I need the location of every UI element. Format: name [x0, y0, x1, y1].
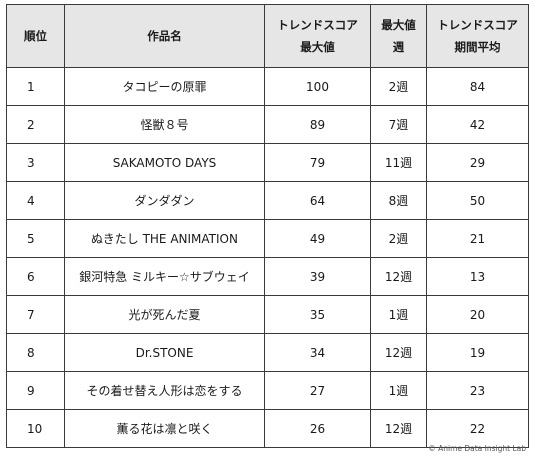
cell-title: Dr.STONE [64, 333, 265, 372]
cell-title: ダンダダン [64, 181, 265, 220]
cell-max-week: 12週 [370, 333, 427, 372]
cell-max-week: 12週 [370, 409, 427, 448]
header-avg-score-line1: トレンドスコア [437, 18, 518, 32]
cell-rank: 3 [6, 143, 65, 182]
cell-avg-score: 23 [426, 371, 529, 410]
cell-max-week: 1週 [370, 295, 427, 334]
cell-title: 薫る花は凛と咲く [64, 409, 265, 448]
cell-max-score: 100 [264, 67, 371, 106]
table-row: 8 Dr.STONE 34 12週 19 [6, 333, 529, 372]
cell-max-week: 11週 [370, 143, 427, 182]
cell-max-score: 27 [264, 371, 371, 410]
cell-avg-score: 13 [426, 257, 529, 296]
cell-avg-score: 84 [426, 67, 529, 106]
cell-rank: 5 [6, 219, 65, 258]
header-max-score: トレンドスコア 最大値 [264, 4, 371, 68]
cell-max-score: 89 [264, 105, 371, 144]
cell-max-score: 49 [264, 219, 371, 258]
header-max-score-line1: トレンドスコア [277, 18, 358, 32]
trend-score-ranking-table: 順位 作品名 トレンドスコア 最大値 最大値 週 トレンドスコア 期間平均 [6, 4, 529, 448]
cell-max-score: 64 [264, 181, 371, 220]
cell-rank: 7 [6, 295, 65, 334]
cell-max-week: 1週 [370, 371, 427, 410]
cell-max-week: 8週 [370, 181, 427, 220]
cell-avg-score: 29 [426, 143, 529, 182]
header-row: 順位 作品名 トレンドスコア 最大値 最大値 週 トレンドスコア 期間平均 [6, 4, 529, 68]
cell-title: その着せ替え人形は恋をする [64, 371, 265, 410]
cell-avg-score: 22 [426, 409, 529, 448]
header-max-week-line1: 最大値 [381, 18, 416, 32]
cell-max-score: 26 [264, 409, 371, 448]
cell-rank: 2 [6, 105, 65, 144]
cell-title: 怪獣８号 [64, 105, 265, 144]
table-row: 9 その着せ替え人形は恋をする 27 1週 23 [6, 371, 529, 410]
cell-max-week: 7週 [370, 105, 427, 144]
cell-avg-score: 19 [426, 333, 529, 372]
table-row: 4 ダンダダン 64 8週 50 [6, 181, 529, 220]
table-row: 5 ぬきたし THE ANIMATION 49 2週 21 [6, 219, 529, 258]
header-max-week-line2: 週 [392, 40, 405, 54]
table-row: 1 タコピーの原罪 100 2週 84 [6, 67, 529, 106]
cell-max-score: 39 [264, 257, 371, 296]
cell-max-score: 79 [264, 143, 371, 182]
cell-rank: 4 [6, 181, 65, 220]
header-rank-label: 順位 [24, 29, 47, 43]
header-avg-score-line2: 期間平均 [454, 40, 501, 54]
cell-rank: 9 [6, 371, 65, 410]
cell-title: SAKAMOTO DAYS [64, 143, 265, 182]
cell-max-week: 2週 [370, 67, 427, 106]
table-row: 7 光が死んだ夏 35 1週 20 [6, 295, 529, 334]
header-title-label: 作品名 [147, 29, 182, 43]
cell-title: ぬきたし THE ANIMATION [64, 219, 265, 258]
header-max-week: 最大値 週 [370, 4, 427, 68]
cell-max-score: 35 [264, 295, 371, 334]
cell-max-week: 2週 [370, 219, 427, 258]
cell-max-week: 12週 [370, 257, 427, 296]
cell-title: タコピーの原罪 [64, 67, 265, 106]
table-row: 6 銀河特急 ミルキー☆サブウェイ 39 12週 13 [6, 257, 529, 296]
cell-title: 銀河特急 ミルキー☆サブウェイ [64, 257, 265, 296]
cell-avg-score: 42 [426, 105, 529, 144]
copyright-notice: © Anime Data Insight Lab [428, 444, 526, 453]
table-row: 2 怪獣８号 89 7週 42 [6, 105, 529, 144]
header-max-score-line2: 最大値 [300, 40, 335, 54]
cell-avg-score: 21 [426, 219, 529, 258]
cell-max-score: 34 [264, 333, 371, 372]
cell-rank: 8 [6, 333, 65, 372]
table-row: 10 薫る花は凛と咲く 26 12週 22 [6, 409, 529, 448]
header-title: 作品名 [64, 4, 265, 68]
table-row: 3 SAKAMOTO DAYS 79 11週 29 [6, 143, 529, 182]
table-body: 1 タコピーの原罪 100 2週 84 2 怪獣８号 89 7週 42 3 SA… [6, 67, 529, 448]
header-avg-score: トレンドスコア 期間平均 [426, 4, 529, 68]
table-header: 順位 作品名 トレンドスコア 最大値 最大値 週 トレンドスコア 期間平均 [6, 4, 529, 68]
cell-avg-score: 20 [426, 295, 529, 334]
cell-rank: 10 [6, 409, 65, 448]
cell-title: 光が死んだ夏 [64, 295, 265, 334]
cell-rank: 1 [6, 67, 65, 106]
cell-rank: 6 [6, 257, 65, 296]
header-rank: 順位 [6, 4, 65, 68]
cell-avg-score: 50 [426, 181, 529, 220]
